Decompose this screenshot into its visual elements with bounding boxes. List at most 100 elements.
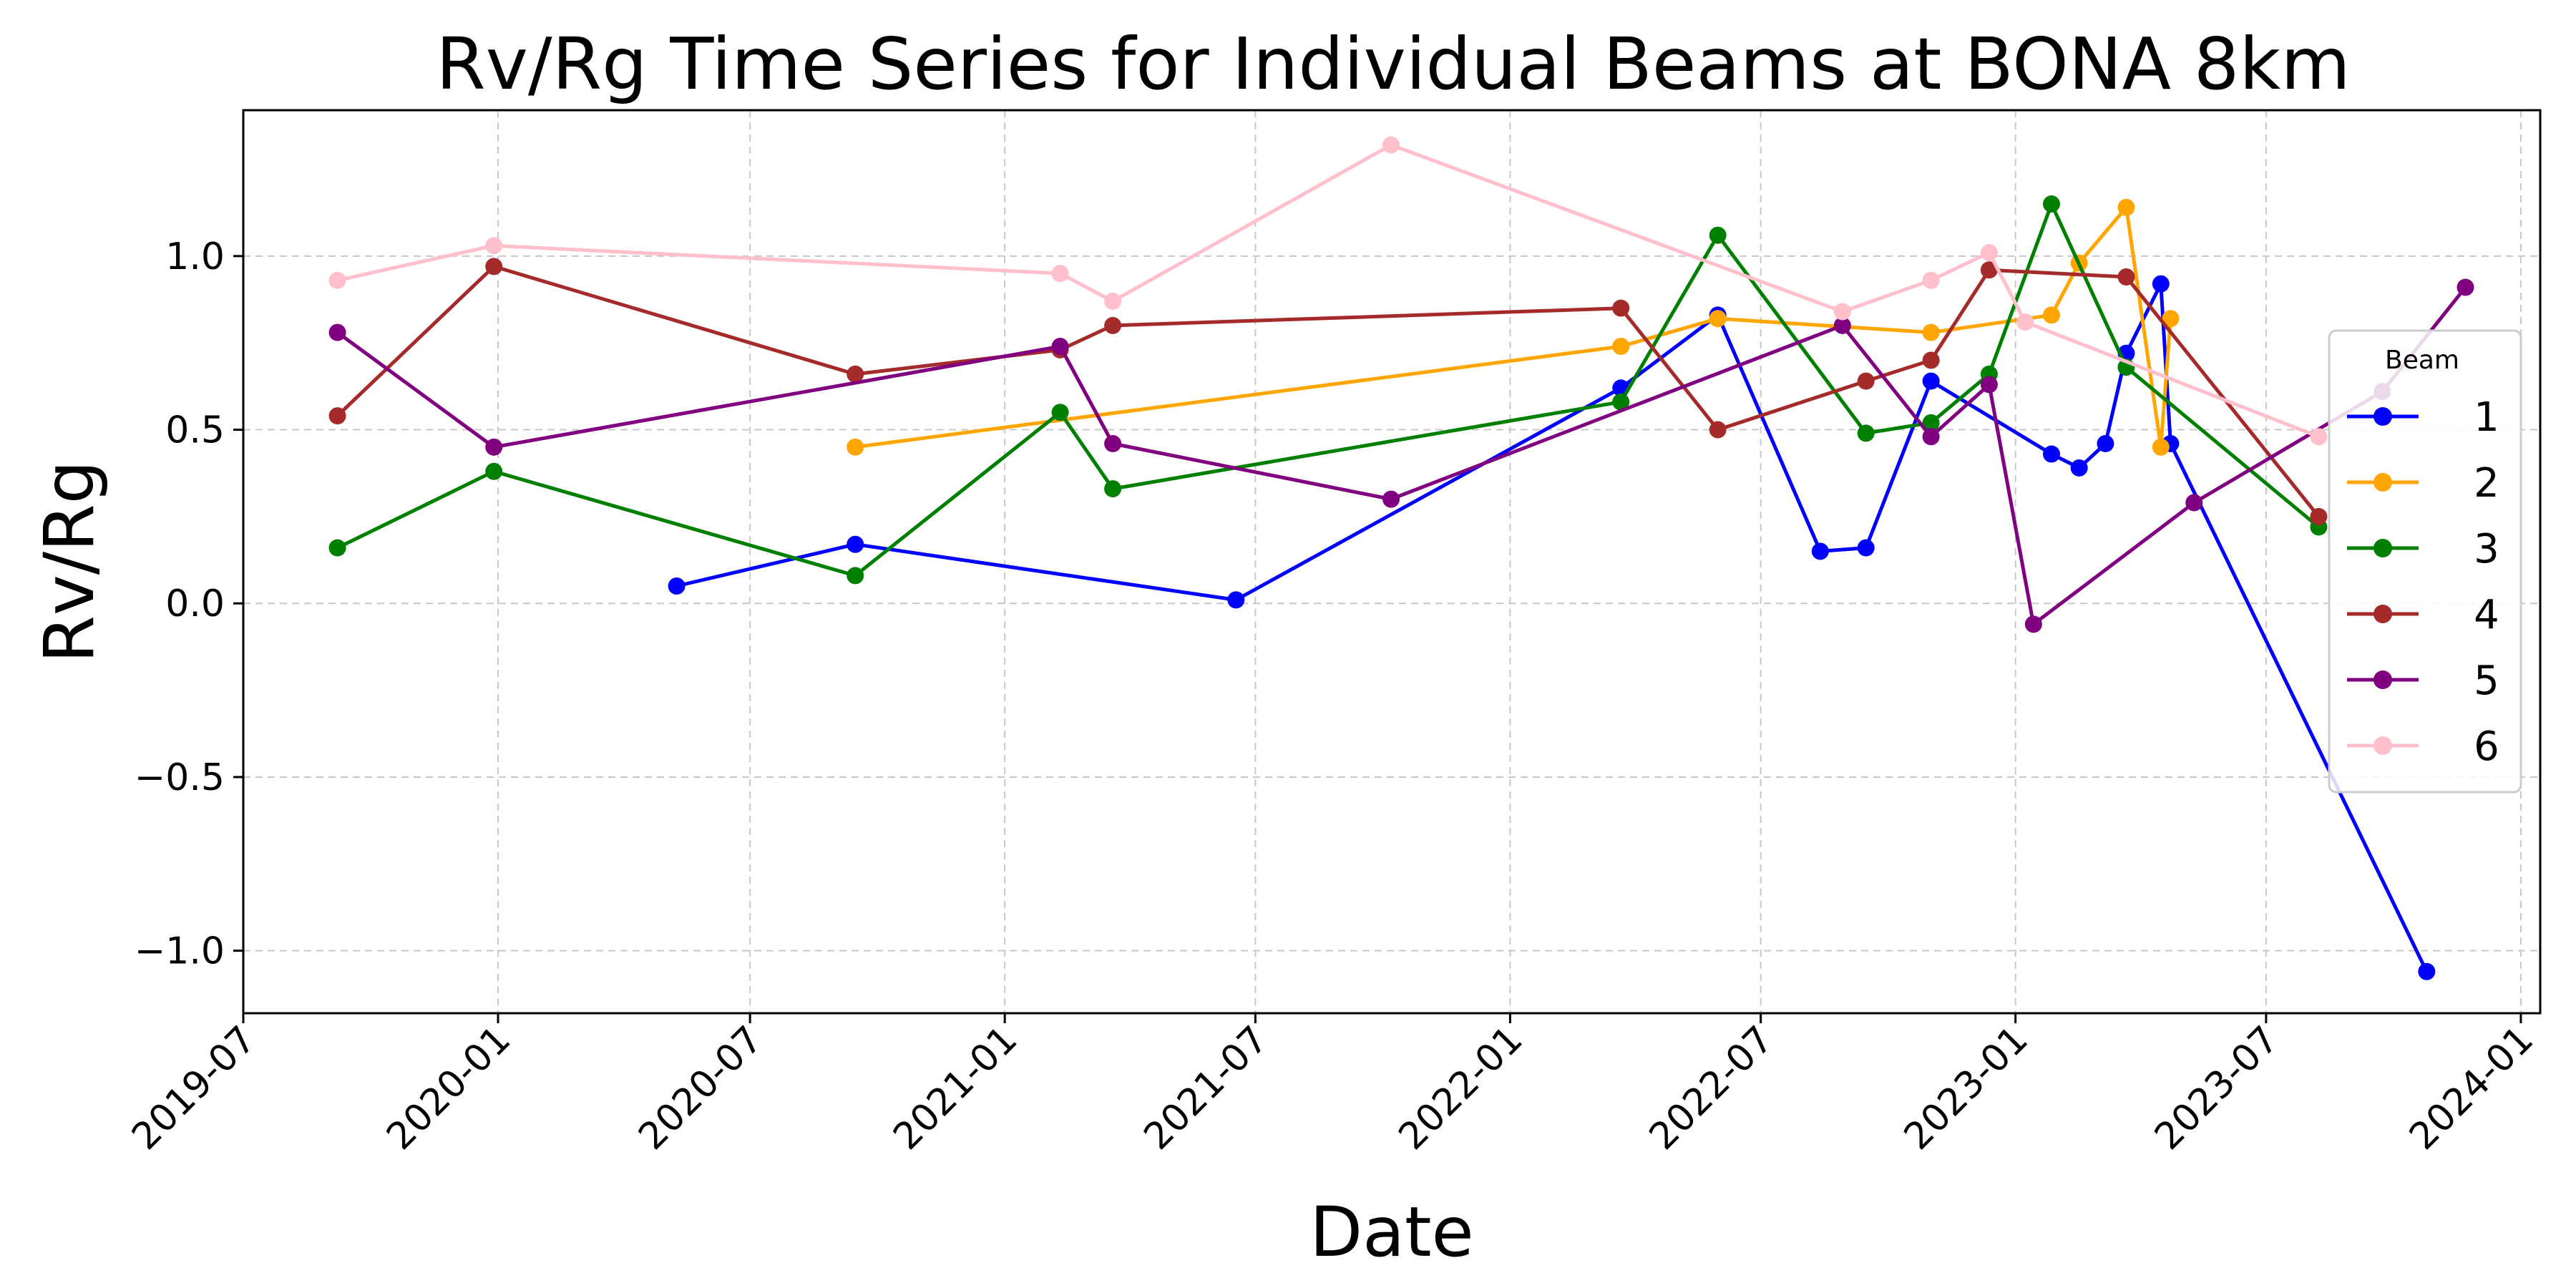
x-tick-label: 2022-01 xyxy=(1391,1018,1531,1158)
data-point xyxy=(1857,372,1875,390)
y-axis: 1.0 0.5 0.0 −0.5 −1.0 xyxy=(135,235,243,973)
data-point xyxy=(1922,414,1940,431)
y-tick-label: −1.0 xyxy=(135,930,225,973)
data-point xyxy=(328,323,346,341)
data-point xyxy=(1051,338,1069,356)
series-beam-6 xyxy=(328,136,2328,446)
data-point xyxy=(1811,542,1829,560)
data-point xyxy=(485,237,503,255)
data-point xyxy=(1051,404,1069,421)
data-point xyxy=(1922,271,1940,289)
legend-marker xyxy=(2373,605,2392,623)
legend-marker xyxy=(2373,670,2392,689)
x-tick-label: 2021-01 xyxy=(885,1018,1025,1158)
x-tick-label: 2023-01 xyxy=(1896,1018,2036,1158)
legend-entry: 3 xyxy=(2347,526,2499,572)
legend-label: 1 xyxy=(2474,394,2499,441)
legend-label: 5 xyxy=(2474,658,2499,704)
data-point xyxy=(2024,615,2042,633)
series-beam-4 xyxy=(328,258,2328,525)
x-tick-label: 2020-07 xyxy=(630,1018,771,1158)
data-point xyxy=(1709,310,1727,328)
legend-entries: 1 2 3 4 5 6 xyxy=(2347,394,2499,770)
data-point xyxy=(2418,962,2436,980)
x-tick-label: 2022-07 xyxy=(1641,1018,1782,1158)
data-point xyxy=(1227,591,1245,609)
data-point xyxy=(1922,351,1940,369)
data-point xyxy=(1980,376,1998,394)
legend-title: Beam xyxy=(2385,346,2459,375)
series-layer xyxy=(328,136,2474,980)
legend-entry: 5 xyxy=(2347,658,2499,704)
data-point xyxy=(2016,313,2034,331)
data-point xyxy=(1980,261,1998,279)
data-point xyxy=(1612,393,1630,411)
legend-marker xyxy=(2373,539,2392,557)
legend-marker xyxy=(2373,736,2392,755)
data-point xyxy=(2097,434,2114,452)
data-point xyxy=(2310,428,2328,446)
data-point xyxy=(1709,421,1727,439)
data-point xyxy=(668,577,686,595)
series-beam-1 xyxy=(668,275,2436,980)
data-point xyxy=(485,438,503,456)
data-point xyxy=(1857,424,1875,442)
y-tick-label: 0.0 xyxy=(165,582,225,625)
legend-label: 3 xyxy=(2474,526,2499,572)
data-point xyxy=(2042,445,2060,463)
data-point xyxy=(1922,323,1940,341)
data-point xyxy=(2042,306,2060,324)
data-point xyxy=(1104,316,1122,334)
x-tick-label: 2019-07 xyxy=(124,1018,264,1158)
data-point xyxy=(2185,494,2203,512)
x-tick-label: 2023-07 xyxy=(2147,1018,2287,1158)
data-point xyxy=(2457,278,2474,296)
x-tick-label: 2024-01 xyxy=(2401,1018,2542,1158)
data-point xyxy=(2152,275,2170,293)
data-point xyxy=(1104,434,1122,452)
series-beam-2 xyxy=(847,198,2180,456)
legend-label: 6 xyxy=(2474,723,2499,770)
data-point xyxy=(2117,198,2135,216)
series-line xyxy=(336,286,2467,626)
data-point xyxy=(1051,265,1069,283)
data-point xyxy=(1612,338,1630,356)
data-point xyxy=(2310,507,2328,525)
data-point xyxy=(1980,244,1998,262)
legend-entry: 2 xyxy=(2347,460,2499,507)
data-point xyxy=(485,258,503,275)
plot-frame xyxy=(242,109,2542,1015)
grid xyxy=(243,110,2540,1013)
legend-entry: 4 xyxy=(2347,592,2499,638)
data-point xyxy=(847,535,864,553)
data-point xyxy=(1922,428,1940,446)
x-axis-label: Date xyxy=(1309,1192,1473,1272)
data-point xyxy=(847,567,864,585)
data-point xyxy=(847,438,864,456)
data-point xyxy=(328,271,346,289)
data-point xyxy=(1833,303,1851,321)
y-tick-label: −0.5 xyxy=(135,756,225,799)
data-point xyxy=(1922,372,1940,390)
data-point xyxy=(1382,136,1400,154)
data-point xyxy=(485,462,503,480)
data-point xyxy=(1104,480,1122,498)
x-tick-label: 2021-07 xyxy=(1136,1018,1277,1158)
legend-entry: 1 xyxy=(2347,394,2499,441)
legend: Beam 1 2 3 4 5 6 xyxy=(2328,329,2522,794)
y-tick-label: 0.5 xyxy=(165,409,225,452)
legend-entry: 6 xyxy=(2347,723,2499,770)
y-tick-label: 1.0 xyxy=(165,235,225,278)
data-point xyxy=(2042,195,2060,213)
x-tick-label: 2020-01 xyxy=(379,1018,519,1158)
legend-marker xyxy=(2373,473,2392,492)
data-point xyxy=(1382,490,1400,508)
legend-label: 2 xyxy=(2474,460,2499,507)
chart-title: Rv/Rg Time Series for Individual Beams a… xyxy=(436,22,2351,106)
data-point xyxy=(1833,316,1851,334)
data-point xyxy=(2162,310,2180,328)
legend-marker xyxy=(2373,407,2392,426)
data-point xyxy=(1612,299,1630,317)
y-axis-label: Rv/Rg xyxy=(29,460,109,663)
